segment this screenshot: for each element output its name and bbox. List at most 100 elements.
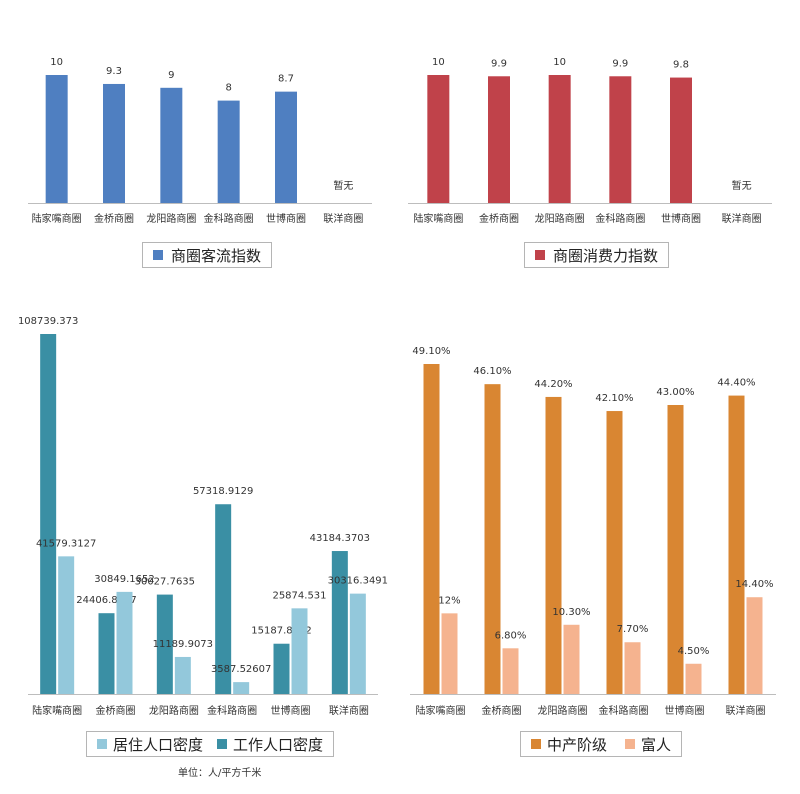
legend-chart-3: 居住人口密度 工作人口密度: [86, 731, 335, 757]
chart-4-bar: [545, 396, 562, 694]
chart-2-tick-label: 联洋商圈: [722, 212, 762, 225]
chart-3-bar: [58, 556, 75, 694]
legend-label-rich: 富人: [641, 735, 672, 754]
legend-chart-2: 商圈消费力指数: [524, 242, 670, 268]
chart-1-missing-label: 暂无: [333, 180, 353, 192]
chart-4-data-label: 44.40%: [717, 378, 755, 389]
chart-3-bar: [40, 334, 57, 694]
chart-3-bar: [349, 593, 366, 694]
chart-3-bar: [215, 504, 232, 694]
chart-2-tick-label: 龙阳路商圈: [535, 212, 585, 225]
chart-3-data-label: 25874.531: [272, 590, 326, 601]
chart-3-data-label: 43184.3703: [310, 533, 370, 544]
chart-3-data-label: 57318.9129: [193, 486, 253, 497]
chart-1-data-label: 10: [50, 57, 63, 68]
chart-3-tick-label: 龙阳路商圈: [149, 704, 199, 717]
chart-2-bar: [609, 76, 632, 203]
chart-4-bar: [685, 663, 702, 694]
chart-1-tick-label: 陆家嘴商圈: [32, 212, 82, 225]
chart-4-bar: [484, 384, 501, 694]
legend-swatch-rich: [625, 739, 636, 749]
legend-swatch-middle-class: [531, 739, 541, 749]
chart-1-tick-label: 世博商圈: [266, 212, 306, 225]
chart-4-bar: [423, 364, 440, 694]
chart-3-tick-label: 陆家嘴商圈: [32, 704, 82, 717]
chart-2-data-label: 10: [553, 57, 566, 68]
legend-label-working: 工作人口密度: [233, 735, 324, 754]
chart-2-bar: [488, 76, 510, 203]
legend-swatch-consumption: [535, 250, 545, 260]
chart-2-tick-label: 世博商圈: [661, 212, 701, 225]
chart-1-tick-label: 金科路商圈: [204, 212, 254, 225]
chart-3-data-label: 30027.7635: [135, 577, 195, 588]
chart-3-tick-label: 世博商圈: [271, 704, 311, 717]
chart-4-data-label: 4.50%: [678, 646, 710, 657]
chart-4-bar: [667, 404, 684, 694]
chart-3-bar: [156, 594, 173, 694]
chart-2-data-label: 10: [432, 57, 445, 68]
chart-3-data-label: 30316.3491: [328, 576, 388, 587]
legend-swatch-traffic: [153, 250, 163, 260]
chart-1-data-label: 9: [168, 70, 174, 81]
chart-1-data-label: 8.7: [278, 74, 294, 85]
chart-1-data-label: 8: [225, 83, 231, 94]
chart-3-bar: [273, 643, 290, 694]
chart-1-data-label: 9.3: [106, 66, 122, 77]
chart-3-bar: [233, 682, 250, 694]
chart-2-missing-label: 暂无: [732, 180, 752, 192]
chart-4-data-label: 42.10%: [595, 393, 633, 404]
chart-2-bar: [427, 75, 450, 203]
chart-4-tick-label: 世博商圈: [665, 704, 705, 717]
chart-3-data-label: 108739.373: [18, 316, 78, 327]
chart-1-bar: [275, 91, 297, 203]
chart-4-data-label: 46.10%: [473, 366, 511, 377]
chart-2-data-label: 9.9: [612, 58, 628, 69]
chart-3-tick-label: 金桥商圈: [96, 704, 136, 717]
chart-4-data-label: 10.30%: [552, 607, 590, 618]
chart-2-data-label: 9.8: [673, 60, 689, 71]
chart-4-tick-label: 金科路商圈: [599, 704, 649, 717]
chart-3-data-label: 3587.52607: [211, 664, 271, 675]
chart-1-tick-label: 金桥商圈: [94, 212, 134, 225]
legend-item-rich: 富人: [625, 734, 671, 755]
chart-3-tick-label: 联洋商圈: [329, 704, 369, 717]
chart-4-data-label: 6.80%: [495, 630, 527, 641]
chart-3-tick-label: 金科路商圈: [207, 704, 257, 717]
legend-swatch-resident: [97, 739, 107, 749]
legend-item-working: 工作人口密度: [217, 734, 323, 755]
chart-3-data-label: 11189.9073: [153, 639, 213, 650]
chart-4-data-label: 12%: [438, 595, 460, 606]
legend-swatch-working: [217, 739, 228, 749]
chart-2-tick-label: 陆家嘴商圈: [413, 212, 463, 225]
chart-1-tick-label: 联洋商圈: [323, 212, 363, 225]
legend-label-middle-class: 中产阶级: [547, 735, 608, 754]
chart-3-bar: [174, 656, 191, 694]
legend-item-middle-class: 中产阶级: [531, 734, 607, 755]
chart-3-bar: [291, 608, 308, 694]
chart-3-data-label: 24406.8317: [76, 595, 136, 606]
chart-2-bar: [670, 77, 692, 203]
chart-2-tick-label: 金桥商圈: [479, 212, 519, 225]
legend-chart-4: 中产阶级 富人: [520, 731, 683, 757]
chart-4-data-label: 44.20%: [534, 379, 572, 390]
chart-4-tick-label: 联洋商圈: [726, 704, 766, 717]
chart-3-data-label: 30849.1652: [94, 574, 154, 585]
chart-3-bar: [116, 591, 133, 694]
chart-1-tick-label: 龙阳路商圈: [146, 212, 196, 225]
chart-4-bar: [746, 597, 763, 694]
chart-3-data-label: 41579.3127: [36, 538, 96, 549]
chart-3-data-label: 15187.8742: [251, 626, 311, 637]
chart-1-bar: [160, 87, 183, 203]
chart-4-bar: [502, 648, 519, 694]
chart-4-bar: [606, 411, 623, 694]
chart-4-bar: [624, 642, 641, 694]
chart-2-bar: [548, 75, 571, 203]
chart-1-bar: [103, 83, 125, 203]
chart-4-data-label: 43.00%: [656, 387, 694, 398]
legend-label-traffic: 商圈客流指数: [171, 246, 262, 265]
chart-3-bar: [98, 613, 115, 694]
legend-label-resident: 居住人口密度: [113, 735, 204, 754]
chart-4-tick-label: 龙阳路商圈: [538, 704, 588, 717]
chart-2-tick-label: 金科路商圈: [595, 212, 645, 225]
